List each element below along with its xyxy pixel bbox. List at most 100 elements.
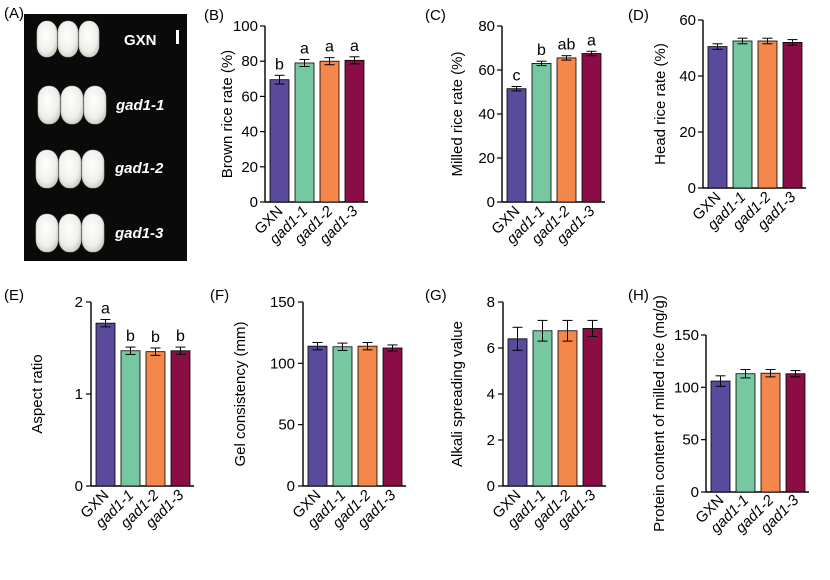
y-tick-label: 1 [75, 386, 83, 403]
significance-letter: a [101, 300, 110, 317]
bar-gad1-1 [735, 373, 756, 493]
panel-label: (H) [628, 287, 649, 304]
bar-gad1-2 [319, 60, 340, 203]
y-tick-label: 20 [478, 150, 495, 167]
y-axis-title: Gel consistency (mm) [232, 321, 249, 466]
bar-gad1-2 [757, 40, 778, 189]
scale-bar [176, 30, 179, 44]
bar-gad1-3 [782, 42, 803, 189]
significance-letter: a [325, 39, 334, 56]
y-axis-title: Aspect ratio [29, 354, 46, 433]
bar-gad1-1 [732, 40, 753, 189]
bar-gxn [95, 322, 116, 487]
significance-letter: b [275, 56, 284, 73]
rice-grain [58, 149, 82, 189]
y-tick-label: 50 [278, 417, 295, 434]
y-tick-label: 150 [270, 294, 295, 311]
y-tick-label: 0 [250, 194, 258, 211]
bar-gad1-3 [170, 350, 191, 487]
significance-letter: a [300, 40, 309, 57]
y-tick-label: 0 [487, 478, 495, 495]
y-axis-title: Brown rice rate (%) [219, 50, 236, 178]
panel-label-a: (A) [4, 5, 24, 22]
bar-gad1-3 [344, 59, 365, 203]
y-tick-label: 40 [478, 106, 495, 123]
bar-gad1-2 [357, 345, 378, 487]
significance-letter: ab [558, 37, 576, 54]
bar-gad1-3 [382, 347, 403, 487]
rice-grain [83, 85, 107, 125]
y-tick-label: 40 [679, 68, 696, 85]
y-tick-label: 4 [487, 386, 495, 403]
y-tick-label: 20 [241, 159, 258, 176]
bar-gad1-1 [120, 350, 141, 487]
rice-grain [60, 85, 84, 125]
significance-letter: b [176, 328, 185, 345]
grain-rows [35, 20, 107, 253]
y-tick-label: 100 [674, 379, 699, 396]
y-tick-label: 8 [487, 294, 495, 311]
y-tick-label: 20 [679, 124, 696, 141]
chart-brown-rice-rate: (B)Brown rice rate (%)020406080100bGXNag… [204, 7, 368, 248]
y-tick-label: 60 [478, 62, 495, 79]
chart-alkali-spreading-value: (G)Alkali spreading value02468GXNgad1-1g… [425, 287, 606, 532]
significance-letter: b [126, 328, 135, 345]
photo-label-gad1-2: gad1-2 [114, 160, 164, 177]
significance-letter: c [513, 68, 521, 85]
chart-head-rice-rate: (D)Head rice rate (%)0204060GXNgad1-1gad… [628, 7, 806, 234]
bar-gad1-3 [785, 373, 806, 493]
rice-grain [57, 20, 79, 58]
y-tick-label: 100 [233, 18, 258, 35]
bar-gxn [307, 345, 328, 487]
bar-gad1-2 [760, 372, 781, 493]
photo-label-gad1-1: gad1-1 [115, 97, 164, 114]
bar-gad1-3 [582, 328, 603, 487]
bar-gad1-2 [556, 57, 577, 203]
bar-gad1-1 [332, 346, 353, 487]
photo-label-gxn: GXN [124, 32, 157, 49]
y-tick-label: 100 [270, 355, 295, 372]
bar-gxn [707, 46, 728, 189]
panel-label: (D) [628, 7, 649, 24]
bar-gxn [710, 380, 731, 493]
rice-grain [81, 149, 105, 189]
chart-gel-consistency: (F)Gel consistency (mm)050100150GXNgad1-… [210, 287, 406, 532]
y-tick-label: 0 [287, 478, 295, 495]
y-axis-title: Milled rice rate (%) [449, 51, 466, 176]
panel-label: (F) [210, 287, 229, 304]
photo-label-gad1-3: gad1-3 [114, 225, 164, 242]
chart-milled-rice-rate: (C)Milled rice rate (%)020406080cGXNbgad… [425, 7, 605, 248]
bar-gad1-3 [581, 53, 602, 203]
rice-grain [58, 213, 82, 253]
rice-grain [35, 149, 59, 189]
rice-grain [35, 213, 59, 253]
chart-protein-content: (H) Protein content of milled rice (mg/g)… [628, 287, 809, 537]
bar-gad1-1 [294, 62, 315, 203]
y-tick-label: 50 [682, 432, 699, 449]
bar-gad1-2 [557, 330, 578, 487]
photo-panel: (A) GXN gad1-1 gad1-2 gad1-3 [4, 5, 187, 261]
significance-letter: a [587, 32, 596, 49]
y-tick-label: 80 [478, 18, 495, 35]
y-tick-label: 80 [241, 53, 258, 70]
y-axis-title: Alkali spreading value [449, 321, 466, 467]
bar-gad1-2 [145, 351, 166, 487]
y-tick-label: 0 [487, 194, 495, 211]
y-tick-label: 150 [674, 327, 699, 344]
rice-grain [36, 20, 58, 58]
panel-label: (G) [425, 287, 447, 304]
panel-label: (C) [425, 7, 446, 24]
y-tick-label: 6 [487, 340, 495, 357]
y-tick-label: 2 [75, 294, 83, 311]
y-tick-label: 0 [691, 484, 699, 501]
bar-gad1-1 [531, 63, 552, 203]
y-tick-label: 0 [688, 180, 696, 197]
significance-letter: a [350, 38, 359, 55]
bar-gxn [506, 88, 527, 203]
y-axis-title: Head rice rate (%) [652, 43, 669, 165]
significance-letter: b [151, 329, 160, 346]
y-axis-title: Protein content of milled rice (mg/g) [651, 295, 668, 532]
y-tick-label: 2 [487, 432, 495, 449]
